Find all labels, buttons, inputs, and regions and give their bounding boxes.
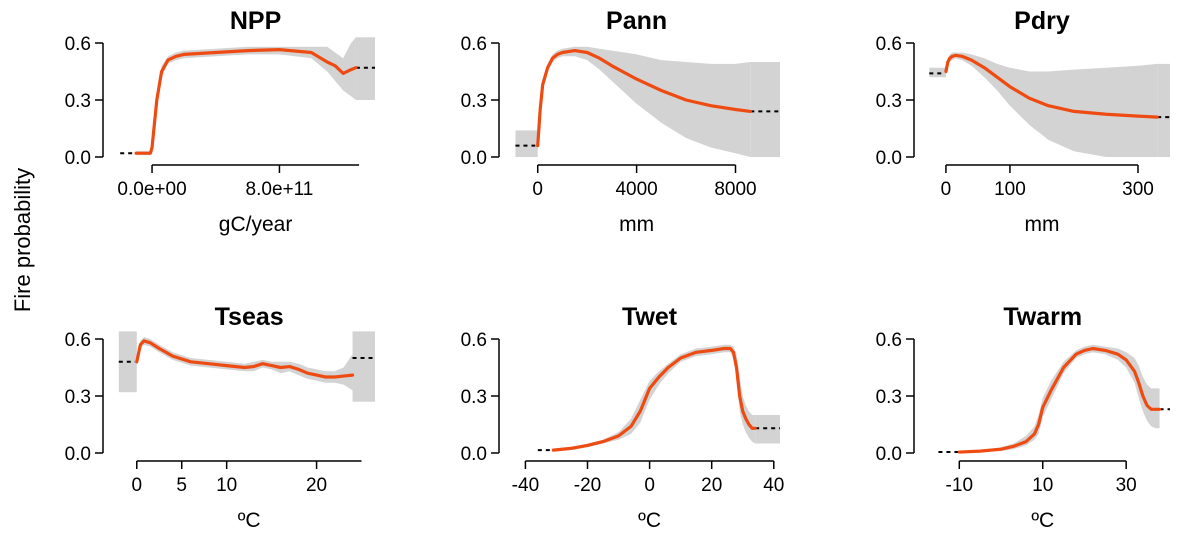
panel-npp: 0.0 0.3 0.6 0.0e+00 8.0e+11 NPP gC/year [65,7,375,236]
y-tick-label: 0.6 [876,330,902,351]
panel-tseas: 0.0 0.3 0.6 0 5 10 20 Tseas ºC [65,303,375,532]
response-curve [944,53,1159,119]
x-tick-label: -10 [946,475,973,496]
confidence-band [553,344,756,452]
x-tick-label: 5 [176,475,187,496]
x-tick-label: 100 [994,179,1026,200]
response-curve [135,339,355,379]
panel-title: Pdry [1014,7,1070,35]
confidence-band [945,52,1158,157]
y-tick-label: 0.3 [876,91,902,112]
confidence-band [959,344,1160,453]
x-tick-label: -20 [574,475,601,496]
panel-title: Twarm [1003,303,1082,331]
y-tick-label: 0.3 [65,387,91,408]
panel-title: Twet [622,303,678,331]
panel-pdry: 0.0 0.3 0.6 0 100 300 Pdry mm [876,7,1170,236]
x-tick-label: 10 [1032,475,1053,496]
x-tick-label: 20 [306,475,327,496]
x-tick-label: 0 [532,179,543,200]
y-tick-label: 0.6 [461,330,487,351]
y-tick-label: 0.6 [65,34,91,55]
response-curve [957,346,1162,454]
panel-title: NPP [230,7,281,35]
response-curve [536,49,752,148]
x-axis-label: ºC [638,509,661,532]
confidence-band [136,337,353,391]
panel-title: Pann [606,7,667,35]
panel-title: Tseas [215,303,284,331]
band-right [755,415,780,444]
x-tick-label: -40 [512,475,539,496]
y-tick-label: 0.0 [65,148,91,169]
x-tick-label: 0.0e+00 [117,179,186,200]
x-tick-label: 0 [131,475,142,496]
band-left [515,130,538,157]
band-right [750,62,780,157]
band-right [352,331,375,402]
x-tick-label: 0 [941,179,952,200]
y-tick-label: 0.0 [876,148,902,169]
y-tick-label: 0.0 [461,444,487,465]
y-tick-label: 0.3 [876,387,902,408]
x-axis-label: gC/year [219,213,293,236]
panels: 0.00.30.60.0e+00 8.0e+11NPPgC/year0.00.30… [65,7,1170,532]
x-tick-label: 20 [701,475,722,496]
x-tick-label: 8.0e+11 [246,179,314,200]
y-tick-label: 0.0 [65,444,91,465]
y-tick-label: 0.0 [876,444,902,465]
y-tick-label: 0.6 [65,330,91,351]
y-tick-label: 0.6 [876,34,902,55]
y-tick-label: 0.3 [461,91,487,112]
x-tick-label: 8000 [714,179,756,200]
y-tick-label: 0.3 [461,387,487,408]
x-tick-label: 40 [763,475,784,496]
x-axis-label: ºC [238,509,261,532]
response-curve [134,48,358,155]
x-tick-label: 4000 [615,179,657,200]
x-axis-label: mm [619,213,654,236]
panel-pann: 0.0 0.3 0.6 0 4000 8000 Pann mm [461,7,780,236]
confidence-band [537,46,751,157]
x-tick-label: 300 [1122,179,1154,200]
panel-twet: 0.0 0.3 0.6 -40 -20 0 20 40 Twet ºC [461,303,785,532]
x-tick-label: 0 [644,475,655,496]
response-curve [551,346,757,452]
x-tick-label: 30 [1116,475,1137,496]
band-right [1157,63,1170,157]
x-tick-label: 10 [216,475,237,496]
y-tick-label: 0.3 [65,91,91,112]
x-axis-label: mm [1024,213,1059,236]
y-tick-label: 0.6 [461,34,487,55]
x-axis-label: ºC [1031,509,1054,532]
confidence-band [136,37,356,156]
y-axis-label: Fire probability [10,168,35,312]
panel-twarm: 0.0 0.3 0.6 -10 10 30 Twarm ºC [876,303,1170,532]
y-tick-label: 0.0 [461,148,487,169]
